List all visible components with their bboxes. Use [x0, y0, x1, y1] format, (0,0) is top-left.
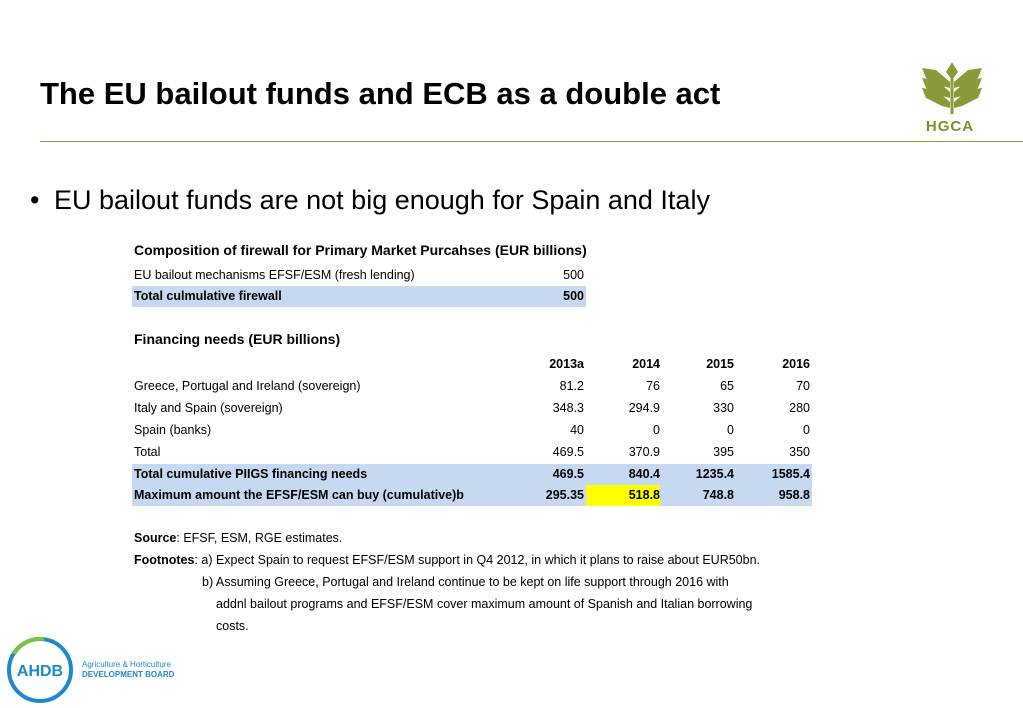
- hgca-wheat-logo-icon: [922, 62, 982, 114]
- bullet-point: • EU bailout funds are not big enough for…: [30, 185, 710, 216]
- cell-value: 0: [653, 423, 660, 437]
- footnotes-label: Footnotes: [134, 553, 195, 567]
- cell-value-highlighted: 518.8: [586, 485, 660, 506]
- ahdb-circle-icon: AHDB: [7, 636, 73, 703]
- cell-value: 370.9: [628, 445, 660, 459]
- source-label: Source: [134, 531, 177, 545]
- row-label: Spain (banks): [134, 423, 212, 437]
- cell-value: 81.2: [559, 379, 584, 393]
- table-row-max-efsf-esm: Maximum amount the EFSF/ESM can buy (cum…: [132, 485, 812, 506]
- ahdb-logo: AHDB Agriculture & Horticulture DEVELOPM…: [4, 636, 184, 704]
- cell-value: 350: [789, 445, 810, 459]
- ahdb-logo-line1: Agriculture & Horticulture: [82, 660, 171, 669]
- row-label: Total: [134, 445, 161, 459]
- cell-value: 295.35: [545, 488, 584, 502]
- cell-value: 469.5: [552, 445, 584, 459]
- row-label: Total cumulative PIIGS financing needs: [134, 467, 368, 481]
- bullet-text: EU bailout funds are not big enough for …: [54, 185, 710, 215]
- cell-value: 348.3: [552, 401, 584, 415]
- footnote-a: Footnotes: a) Expect Spain to request EF…: [134, 553, 760, 567]
- ahdb-logo-name: AHDB: [17, 663, 63, 680]
- cell-value: 395: [713, 445, 734, 459]
- row-value: 500: [563, 268, 584, 282]
- column-header: 2013a: [549, 357, 584, 371]
- table-header-row: 2013a 2014 2015 2016: [132, 354, 812, 375]
- slide-title: The EU bailout funds and ECB as a double…: [40, 76, 721, 111]
- table-row: Italy and Spain (sovereign) 348.3 294.9 …: [132, 398, 812, 419]
- cell-value: 294.9: [628, 401, 660, 415]
- ahdb-logo-line2: DEVELOPMENT BOARD: [82, 670, 175, 679]
- table-row: Total 469.5 370.9 395 350: [132, 442, 812, 463]
- footnote-b-line1: b) Assuming Greece, Portugal and Ireland…: [202, 575, 729, 589]
- cell-value: 65: [720, 379, 734, 393]
- firewall-table: EU bailout mechanisms EFSF/ESM (fresh le…: [132, 265, 586, 307]
- cell-value: 330: [713, 401, 734, 415]
- cell-value: 280: [789, 401, 810, 415]
- footnote-b-line3: costs.: [216, 619, 249, 633]
- row-label: Maximum amount the EFSF/ESM can buy (cum…: [134, 488, 464, 502]
- footnote-b-line2: addnl bailout programs and EFSF/ESM cove…: [216, 597, 753, 611]
- column-header: 2015: [706, 357, 734, 371]
- financing-table-title: Financing needs (EUR billions): [134, 331, 341, 347]
- table-row: Spain (banks) 40 0 0 0: [132, 420, 812, 441]
- table-row-cumulative-needs: Total cumulative PIIGS financing needs 4…: [132, 464, 812, 485]
- source-text: : EFSF, ESM, RGE estimates.: [176, 531, 343, 545]
- row-label: Italy and Spain (sovereign): [134, 401, 283, 415]
- cell-value: 840.4: [628, 467, 660, 481]
- title-divider: [40, 141, 1023, 142]
- firewall-table-title: Composition of firewall for Primary Mark…: [134, 242, 587, 258]
- cell-value: 1235.4: [695, 467, 734, 481]
- source-note: Source: EFSF, ESM, RGE estimates.: [134, 531, 342, 545]
- row-label: EU bailout mechanisms EFSF/ESM (fresh le…: [134, 268, 415, 282]
- column-header: 2014: [632, 357, 660, 371]
- hgca-logo-text: HGCA: [925, 118, 975, 135]
- financing-table: 2013a 2014 2015 2016 Greece, Portugal an…: [132, 354, 812, 506]
- cell-value: 1585.4: [771, 467, 810, 481]
- cell-value: 748.8: [702, 488, 734, 502]
- table-row: Greece, Portugal and Ireland (sovereign)…: [132, 376, 812, 397]
- cell-value: 40: [570, 423, 584, 437]
- footnote-a-text: : a) Expect Spain to request EFSF/ESM su…: [194, 553, 760, 567]
- cell-value: 0: [803, 423, 810, 437]
- cell-value: 469.5: [552, 467, 584, 481]
- cell-value: 76: [646, 379, 660, 393]
- row-value: 500: [563, 289, 584, 303]
- table-row: EU bailout mechanisms EFSF/ESM (fresh le…: [132, 265, 586, 286]
- row-label: Total culmulative firewall: [134, 289, 282, 303]
- bullet-dot: •: [30, 185, 40, 215]
- table-row-total: Total culmulative firewall 500: [132, 286, 586, 307]
- cell-value: 958.8: [778, 488, 810, 502]
- cell-value: 0: [727, 423, 734, 437]
- cell-value: 70: [796, 379, 810, 393]
- row-label: Greece, Portugal and Ireland (sovereign): [134, 379, 361, 393]
- column-header: 2016: [782, 357, 810, 371]
